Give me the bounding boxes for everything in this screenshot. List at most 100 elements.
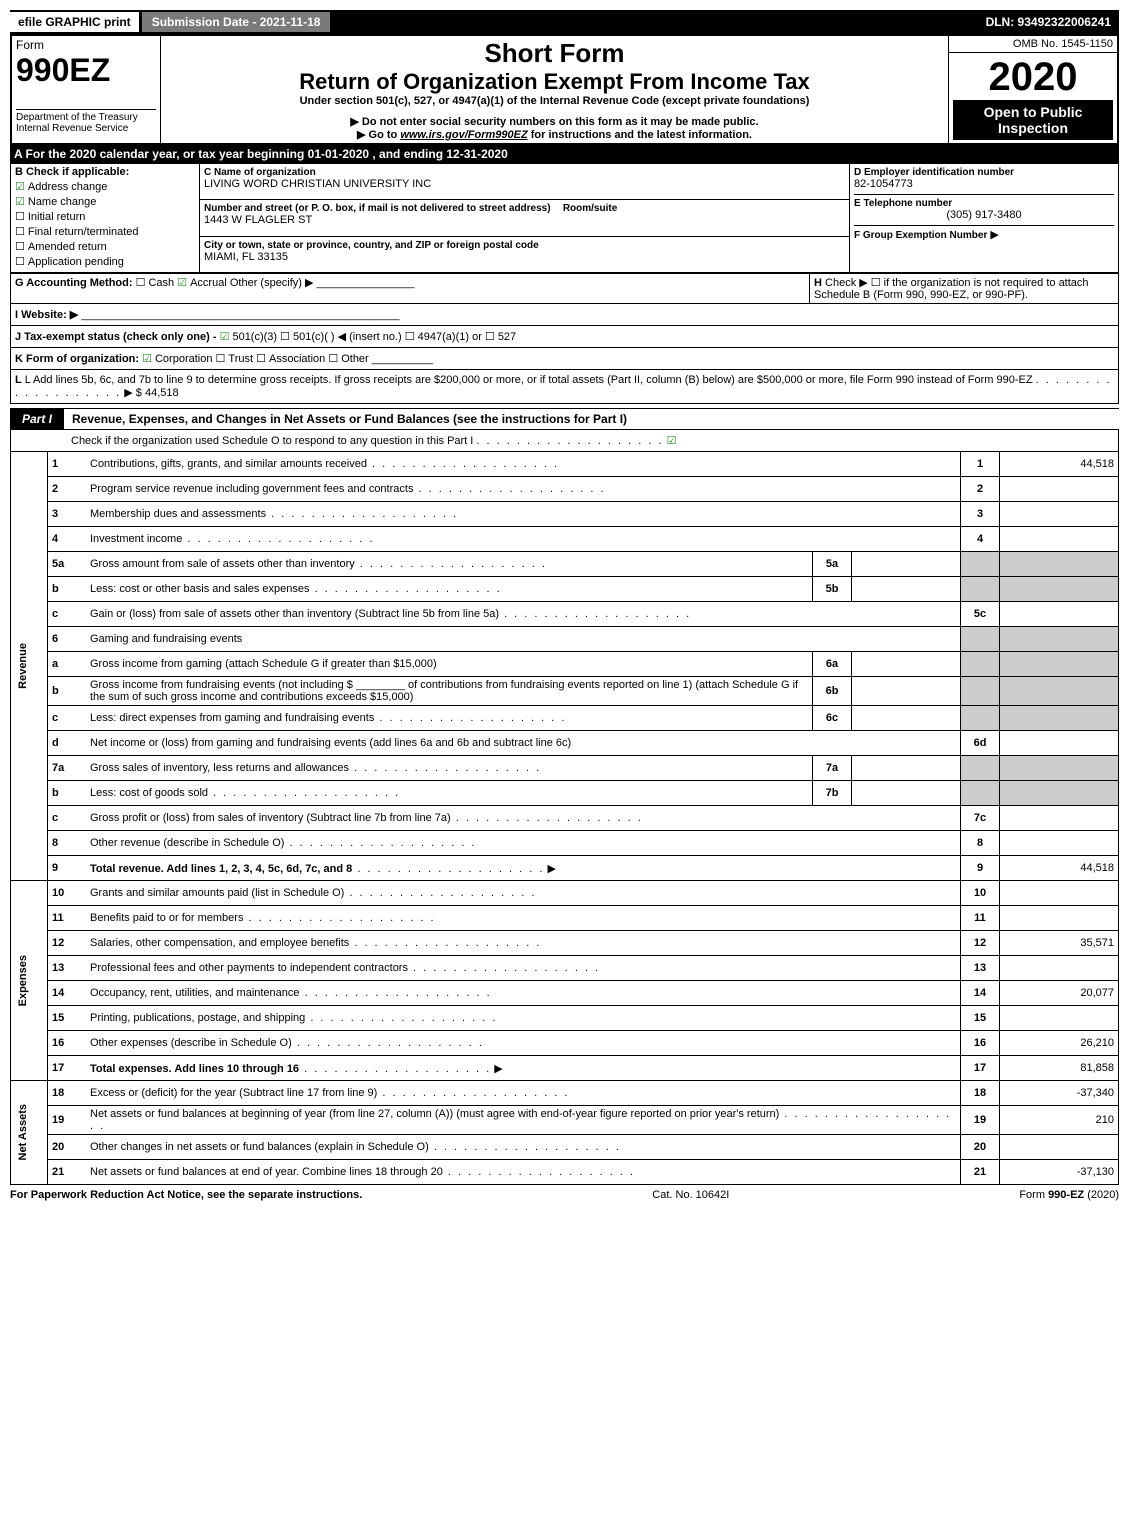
def-cell: D Employer identification number 82-1054…	[850, 164, 1119, 273]
line-6d-val	[1000, 731, 1119, 756]
check-name-change[interactable]: Name change	[15, 195, 195, 208]
line-6d-desc: Net income or (loss) from gaming and fun…	[86, 731, 961, 756]
line-17-rnum: 17	[961, 1056, 1000, 1081]
irs-link[interactable]: www.irs.gov/Form990EZ	[400, 129, 527, 141]
g-accrual[interactable]: Accrual	[177, 277, 227, 289]
line-7a-shade	[961, 756, 1000, 781]
omb-label: OMB No. 1545-1150	[949, 35, 1119, 53]
line-3-rnum: 3	[961, 502, 1000, 527]
line-20-val	[1000, 1135, 1119, 1160]
line-20-desc: Other changes in net assets or fund bala…	[86, 1135, 961, 1160]
efile-print-label[interactable]: efile GRAPHIC print	[10, 12, 141, 32]
line-6b-pre: Gross income from fundraising events (no…	[90, 679, 353, 691]
note2-pre: ▶ Go to	[357, 129, 400, 141]
line-7b-num: b	[48, 781, 87, 806]
check-initial-return[interactable]: Initial return	[15, 210, 195, 223]
k-assoc[interactable]: Association	[256, 353, 325, 365]
line-7c-val	[1000, 806, 1119, 831]
k-other[interactable]: Other	[328, 353, 368, 365]
line-6d-rnum: 6d	[961, 731, 1000, 756]
line-19-num: 19	[48, 1106, 87, 1135]
line-9-num: 9	[48, 856, 87, 881]
phone-value: (305) 917-3480	[854, 209, 1114, 221]
line-7a-num: 7a	[48, 756, 87, 781]
line-6b-snum: 6b	[813, 677, 852, 706]
line-6b-sval	[852, 677, 961, 706]
line-19-desc: Net assets or fund balances at beginning…	[86, 1106, 961, 1135]
h-cell: H Check ▶ ☐ if the organization is not r…	[810, 274, 1119, 304]
k-corp[interactable]: Corporation	[142, 353, 212, 365]
entity-table: B Check if applicable: Address change Na…	[10, 163, 1119, 273]
header-note2: ▶ Go to www.irs.gov/Form990EZ for instru…	[165, 128, 944, 141]
line-7c-desc: Gross profit or (loss) from sales of inv…	[86, 806, 961, 831]
line-15-rnum: 15	[961, 1006, 1000, 1031]
line-4-val	[1000, 527, 1119, 552]
line-14-val: 20,077	[1000, 981, 1119, 1006]
line-6a-num: a	[48, 652, 87, 677]
check-address-change[interactable]: Address change	[15, 180, 195, 193]
line-12-val: 35,571	[1000, 931, 1119, 956]
line-14-num: 14	[48, 981, 87, 1006]
netassets-side-label: Net Assets	[11, 1081, 48, 1185]
part1-schedule-o-check[interactable]	[667, 435, 680, 447]
revenue-side-label: Revenue	[11, 452, 48, 881]
j-label: J Tax-exempt status (check only one) -	[15, 331, 220, 343]
k-trust[interactable]: Trust	[216, 353, 254, 365]
city-value: MIAMI, FL 33135	[204, 251, 288, 263]
check-amended-return[interactable]: Amended return	[15, 240, 195, 253]
line-11-val	[1000, 906, 1119, 931]
g-cash[interactable]: Cash	[136, 277, 175, 289]
line-5b-sval	[852, 577, 961, 602]
f-arrow: ▶	[990, 229, 998, 241]
line-13-rnum: 13	[961, 956, 1000, 981]
line-17-desc: Total expenses. Add lines 10 through 16 …	[86, 1056, 961, 1081]
dln-label: DLN: 93492322006241	[986, 15, 1119, 29]
line-6-desc: Gaming and fundraising events	[86, 627, 961, 652]
line-16-num: 16	[48, 1031, 87, 1056]
line-7b-sval	[852, 781, 961, 806]
footer-left: For Paperwork Reduction Act Notice, see …	[10, 1189, 362, 1201]
line-2-rnum: 2	[961, 477, 1000, 502]
line-15-desc: Printing, publications, postage, and shi…	[86, 1006, 961, 1031]
open-to-public: Open to Public Inspection	[953, 100, 1113, 140]
line-5b-shade	[961, 577, 1000, 602]
line-5c-num: c	[48, 602, 87, 627]
line-12-desc: Salaries, other compensation, and employ…	[86, 931, 961, 956]
j-4947[interactable]: 4947(a)(1) or	[405, 331, 482, 343]
line-7b-shade	[961, 781, 1000, 806]
line-16-rnum: 16	[961, 1031, 1000, 1056]
line-5a-snum: 5a	[813, 552, 852, 577]
j-527[interactable]: 527	[485, 331, 516, 343]
check-application-pending[interactable]: Application pending	[15, 255, 195, 268]
line-17-num: 17	[48, 1056, 87, 1081]
line-5a-shade	[961, 552, 1000, 577]
c-city-cell: City or town, state or province, country…	[200, 236, 850, 272]
line-6b-shade2	[1000, 677, 1119, 706]
c-name-cell: C Name of organization LIVING WORD CHRIS…	[200, 164, 850, 200]
l-amount: $ 44,518	[136, 387, 179, 399]
j-501c[interactable]: 501(c)( ) ◀ (insert no.)	[280, 331, 402, 343]
line-3-val	[1000, 502, 1119, 527]
header-subtitle: Under section 501(c), 527, or 4947(a)(1)…	[165, 95, 944, 107]
line-6c-sval	[852, 706, 961, 731]
check-final-return[interactable]: Final return/terminated	[15, 225, 195, 238]
line-5a-sval	[852, 552, 961, 577]
line-1-desc: Contributions, gifts, grants, and simila…	[86, 452, 961, 477]
b-label: B Check if applicable:	[15, 166, 129, 178]
line-10-desc: Grants and similar amounts paid (list in…	[86, 881, 961, 906]
line-12-num: 12	[48, 931, 87, 956]
line-13-desc: Professional fees and other payments to …	[86, 956, 961, 981]
line-7b-snum: 7b	[813, 781, 852, 806]
j-501c3[interactable]: 501(c)(3)	[220, 331, 278, 343]
line-2-desc: Program service revenue including govern…	[86, 477, 961, 502]
part1-header: Part I Revenue, Expenses, and Changes in…	[10, 408, 1119, 430]
line-21-rnum: 21	[961, 1160, 1000, 1185]
line-1-rnum: 1	[961, 452, 1000, 477]
line-21-num: 21	[48, 1160, 87, 1185]
note2-post: for instructions and the latest informat…	[528, 129, 752, 141]
line-5c-rnum: 5c	[961, 602, 1000, 627]
c-label: C Name of organization	[204, 167, 316, 178]
line-21-desc: Net assets or fund balances at end of ye…	[86, 1160, 961, 1185]
line-21-val: -37,130	[1000, 1160, 1119, 1185]
g-other[interactable]: Other (specify) ▶	[230, 277, 314, 289]
